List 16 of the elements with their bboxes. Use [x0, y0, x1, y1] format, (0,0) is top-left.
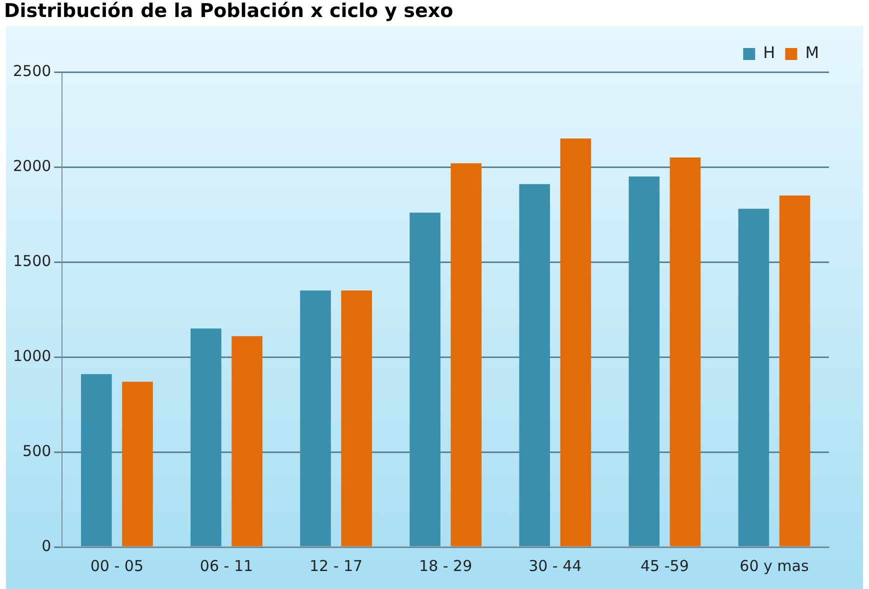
- y-tick-label: 1000: [12, 346, 52, 365]
- x-tick-label: 06 - 11: [200, 556, 254, 575]
- chart-title: Distribución de la Población x ciclo y sexo: [4, 0, 454, 22]
- x-tick-label: 45 -59: [640, 556, 689, 575]
- legend-label: H: [763, 43, 776, 62]
- y-tick-label: 500: [22, 442, 52, 460]
- y-tick-label: 2500: [12, 62, 52, 80]
- x-tick-label: 12 - 17: [309, 556, 363, 575]
- x-tick-label: 18 - 29: [419, 556, 472, 575]
- x-tick-label: 00 - 05: [90, 556, 144, 575]
- x-tick-label: 30 - 44: [528, 556, 582, 575]
- y-tick-label: 2000: [12, 156, 52, 175]
- y-tick-label: 0: [42, 536, 52, 555]
- legend-label: M: [805, 43, 820, 62]
- y-tick-label: 1500: [12, 252, 52, 270]
- x-tick-label: 60 y mas: [740, 556, 809, 575]
